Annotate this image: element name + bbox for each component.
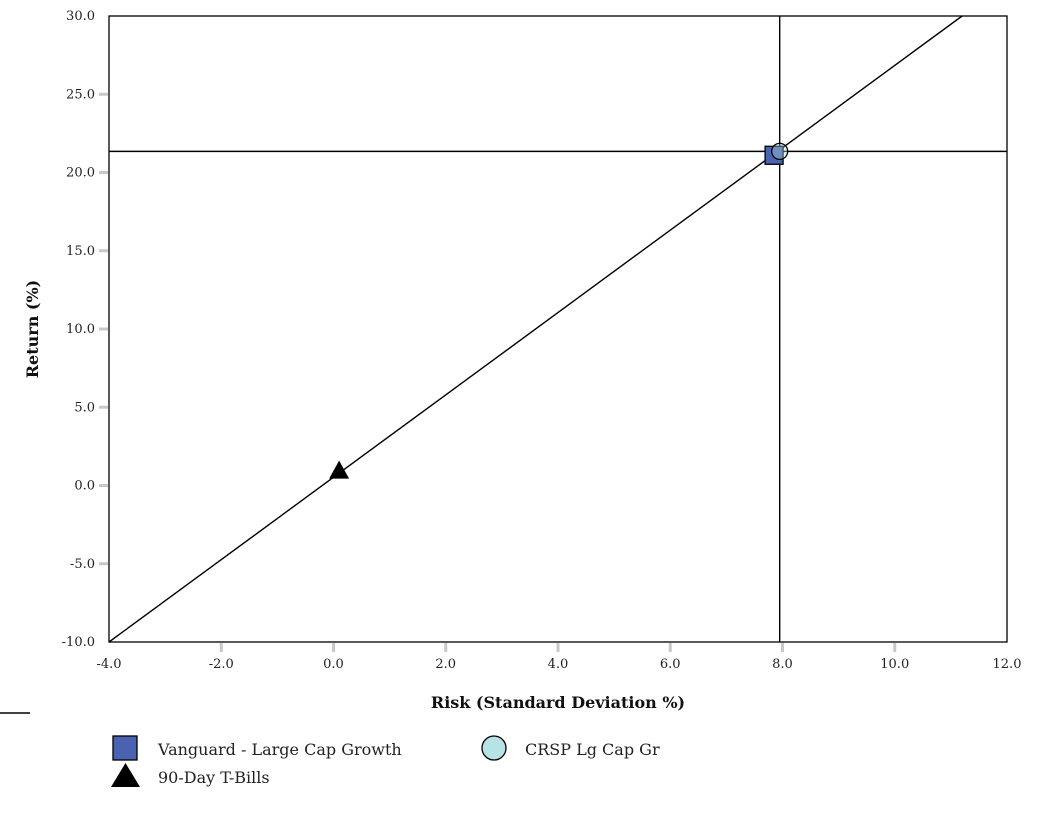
y-tick-label: 30.0 [66, 9, 95, 24]
tick-marks [99, 92, 897, 652]
legend-swatch-tbills [111, 763, 140, 787]
x-axis-title: Risk (Standard Deviation %) [431, 693, 685, 712]
x-tick-label: 8.0 [772, 657, 793, 672]
y-tick-label: 15.0 [66, 244, 95, 259]
x-tick-label: -4.0 [96, 657, 121, 672]
capital-market-line [108, 15, 963, 643]
lines-layer [108, 15, 1007, 643]
x-tick-label: 12.0 [993, 657, 1022, 672]
x-axis-tick-labels: -4.0 -2.0 0.0 2.0 4.0 6.0 8.0 10.0 12.0 [96, 657, 1021, 672]
x-tick-label: -2.0 [209, 657, 234, 672]
x-tick-label: 6.0 [660, 657, 681, 672]
legend-label-crsp: CRSP Lg Cap Gr [525, 740, 660, 759]
data-point-1 [771, 142, 789, 161]
y-axis-title: Return (%) [23, 280, 42, 378]
legend: Vanguard - Large Cap Growth CRSP Lg Cap … [111, 735, 660, 787]
legend-swatch-vanguard [112, 735, 138, 761]
y-tick-label: -5.0 [70, 557, 95, 572]
plot-area [108, 15, 1008, 643]
x-tick-label: 2.0 [435, 657, 456, 672]
legend-swatch-crsp [481, 735, 507, 761]
y-tick-label: 5.0 [74, 400, 95, 415]
y-tick-label: 0.0 [74, 479, 95, 494]
data-point-2 [329, 460, 350, 479]
x-tick-label: 4.0 [548, 657, 569, 672]
legend-label-tbills: 90-Day T-Bills [158, 768, 270, 787]
y-tick-label: 20.0 [66, 166, 95, 181]
y-tick-label: -10.0 [62, 635, 95, 650]
y-tick-label: 25.0 [66, 87, 95, 102]
legend-label-vanguard: Vanguard - Large Cap Growth [157, 740, 402, 759]
x-tick-label: 0.0 [323, 657, 344, 672]
x-tick-label: 10.0 [880, 657, 909, 672]
data-points [329, 142, 789, 479]
y-tick-label: 10.0 [66, 322, 95, 337]
y-axis-tick-labels: -10.0 -5.0 0.0 5.0 10.0 15.0 20.0 25.0 30.0 [62, 9, 95, 650]
